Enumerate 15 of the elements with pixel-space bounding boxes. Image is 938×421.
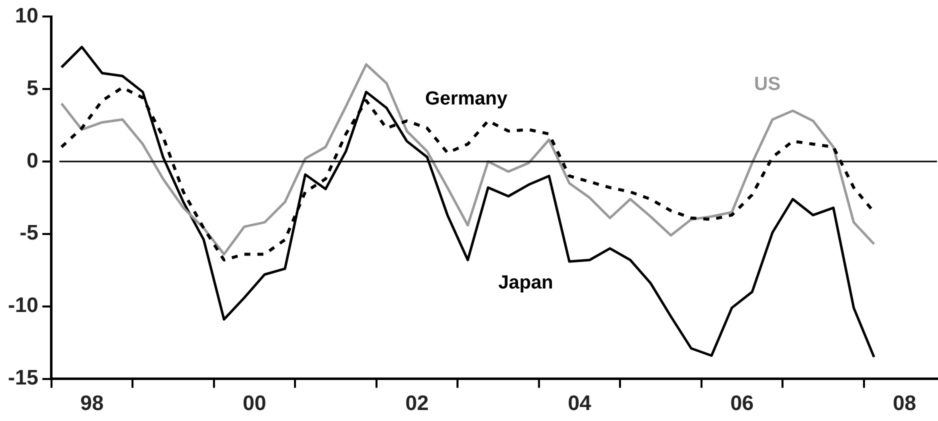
series-label: Japan [498, 272, 554, 294]
x-tick-label: 06 [730, 392, 754, 416]
y-tick-label: -5 [20, 222, 39, 245]
x-tick-label: 00 [242, 392, 266, 416]
y-tick-label: -10 [8, 294, 38, 318]
x-tick-label: 08 [892, 392, 916, 416]
x-tick-label: 98 [80, 392, 104, 416]
x-tick-label: 02 [405, 392, 429, 416]
series-label: Germany [425, 88, 508, 110]
x-tick-label: 04 [568, 392, 592, 416]
y-tick-label: 5 [26, 76, 39, 100]
y-tick-label: -15 [8, 366, 39, 390]
series-label: US [754, 74, 781, 95]
y-tick-label: 0 [26, 149, 38, 172]
y-tick-label: 10 [14, 4, 38, 28]
